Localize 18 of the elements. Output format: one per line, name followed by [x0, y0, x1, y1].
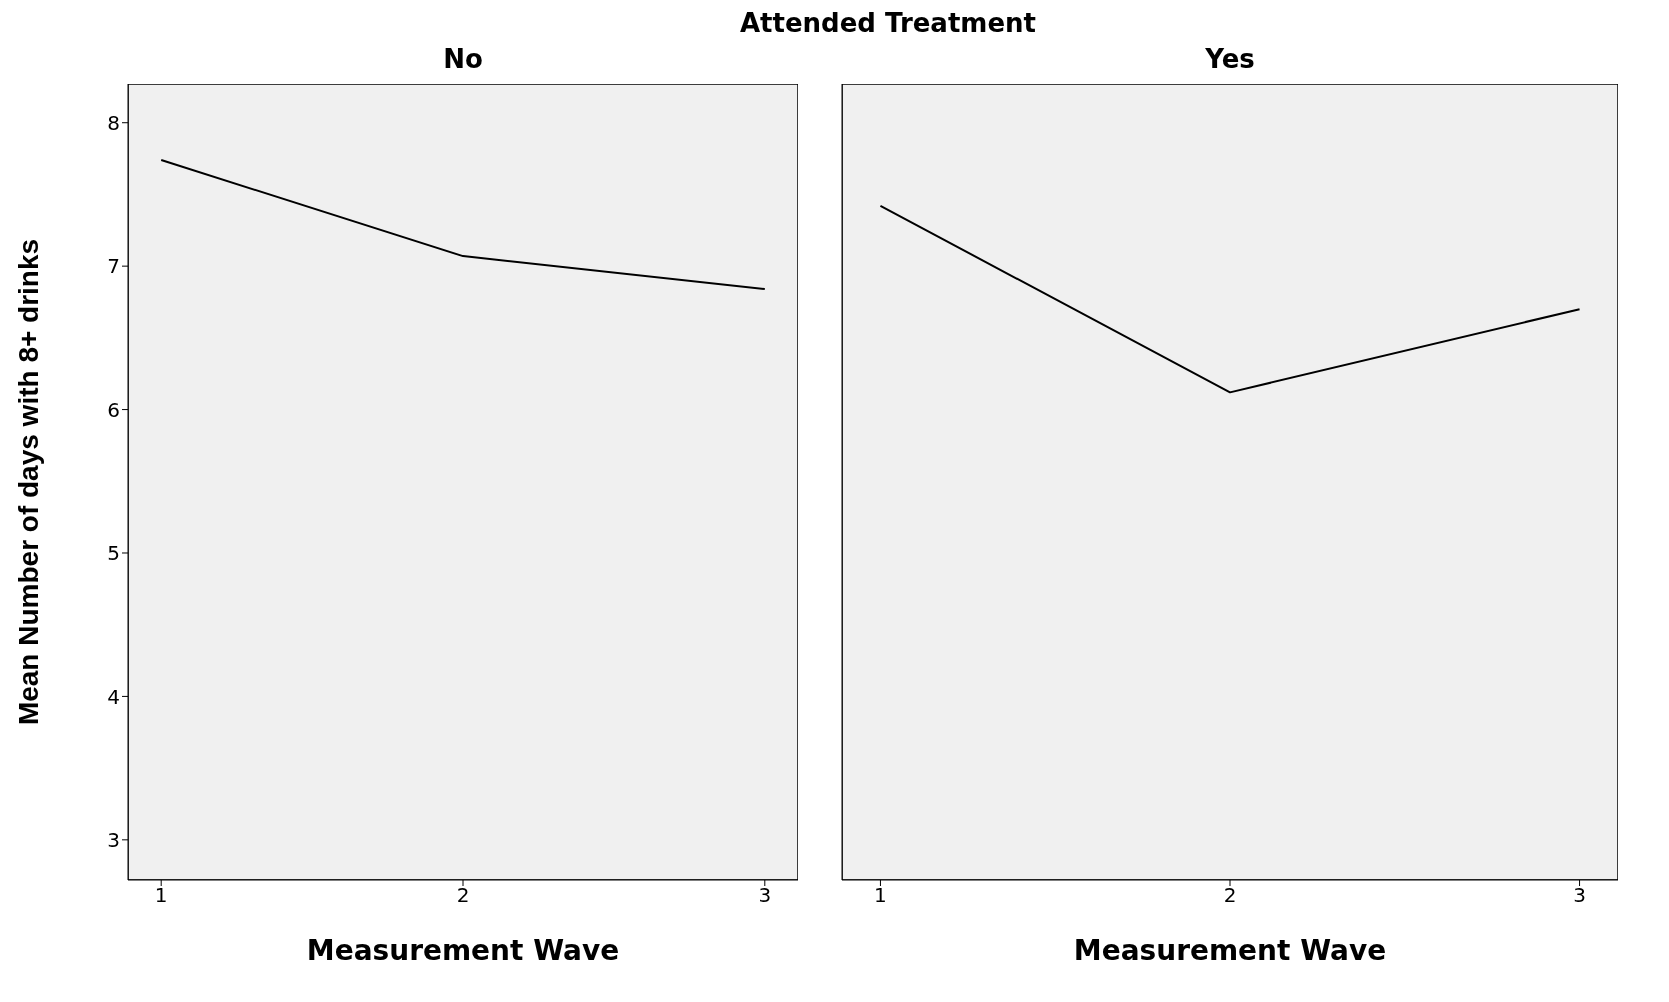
chart-title: Yes: [1204, 44, 1256, 76]
x-tick-label: 3: [1573, 883, 1586, 908]
y-tick-label: 8: [107, 110, 120, 135]
y-axis-title: Mean Number of days with 8+ drinks: [12, 238, 44, 726]
chart-title: No: [442, 44, 484, 76]
x-tick-label: 3: [758, 883, 772, 908]
x-axis-title: Measurement Wave: [306, 934, 620, 967]
y-tick-label: 6: [107, 397, 120, 422]
y-tick-label: 7: [107, 254, 120, 279]
y-tick-label: 3: [107, 827, 120, 852]
x-tick-label: 2: [1223, 883, 1237, 908]
x-axis-title: Measurement Wave: [1073, 934, 1387, 967]
x-tick-label: 1: [154, 883, 168, 908]
x-tick-label: 2: [456, 883, 470, 908]
x-tick-label: 1: [874, 883, 887, 908]
y-tick-label: 4: [107, 684, 120, 709]
text: Attended Treatment: [739, 8, 1037, 40]
y-tick-label: 5: [107, 541, 120, 566]
